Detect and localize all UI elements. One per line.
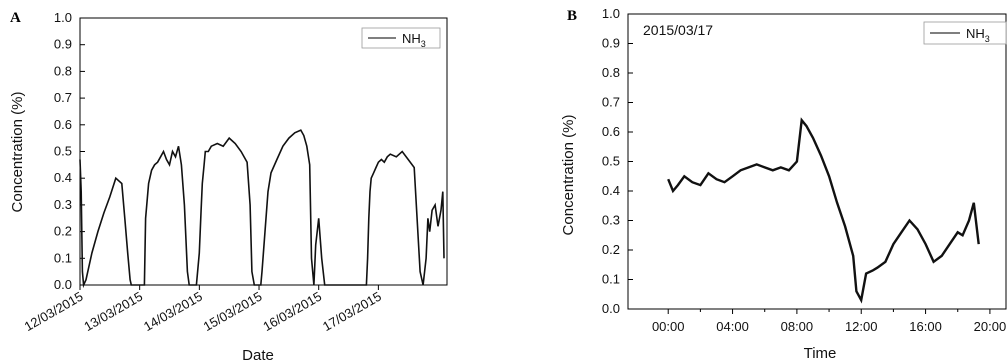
panel-b-y-axis-title: Concentration (%) <box>560 115 577 236</box>
y-tick-label: 0.5 <box>54 144 72 159</box>
panel-a-label: A <box>10 10 21 26</box>
chart-panel-b: B 0.0 0.1 0.2 0.3 0.4 0.5 0.6 0.7 0.8 0.9 1.0 00:0… <box>560 6 1007 362</box>
panel-a-y-ticks: 0.0 0.1 0.2 0.3 0.4 0.5 0.6 0.7 0.8 0.9 1.0 <box>54 10 85 292</box>
x-tick-label: 08:00 <box>781 319 814 334</box>
panel-a-legend-box <box>361 27 441 49</box>
panel-a-legend: NH3 <box>361 27 441 49</box>
y-tick-label: 0.9 <box>54 37 72 52</box>
x-tick-label: 20:00 <box>974 319 1007 334</box>
x-tick-label: 04:00 <box>716 319 749 334</box>
panel-b-plot-frame <box>627 13 1007 310</box>
panel-b-y-ticks: 0.0 0.1 0.2 0.3 0.4 0.5 0.6 0.7 0.8 0.9 1.0 <box>602 6 633 316</box>
panel-b-legend-box <box>923 21 1007 45</box>
panel-a-x-axis-title: Date <box>242 347 274 364</box>
panel-a-legend-label: NH3 <box>402 31 426 49</box>
panel-b-x-axis-title: Time <box>804 345 837 362</box>
y-tick-label: 0.8 <box>54 63 72 78</box>
y-tick-label: 0.3 <box>602 213 620 228</box>
y-tick-label: 0.0 <box>602 301 620 316</box>
y-tick-label: 0.9 <box>602 36 620 51</box>
y-tick-label: 0.6 <box>54 117 72 132</box>
y-tick-label: 0.4 <box>602 183 620 198</box>
panel-b-legend-label: NH3 <box>966 26 990 44</box>
y-tick-label: 0.7 <box>54 90 72 105</box>
y-tick-label: 1.0 <box>54 10 72 25</box>
panel-a-y-axis-title: Concentration (%) <box>9 92 26 213</box>
x-tick-label: 17/03/2015 <box>320 289 384 335</box>
y-tick-label: 0.4 <box>54 170 72 185</box>
y-tick-label: 0.5 <box>602 154 620 169</box>
panel-a-x-ticks: 12/03/201513/03/201514/03/201515/03/2015… <box>22 285 384 334</box>
x-tick-label: 00:00 <box>652 319 685 334</box>
x-tick-label: 13/03/2015 <box>81 289 145 335</box>
panel-b-label: B <box>567 8 577 24</box>
x-tick-label: 14/03/2015 <box>141 289 205 335</box>
y-tick-label: 0.6 <box>602 124 620 139</box>
chart-panel-a: A 0.0 0.1 0.2 0.3 0.4 0.5 0.6 0.7 0.8 0.9 1.0 12/0… <box>9 10 448 364</box>
y-tick-label: 0.1 <box>54 250 72 265</box>
x-tick-label: 12/03/2015 <box>22 289 86 335</box>
panel-b-date-annotation: 2015/03/17 <box>643 22 713 38</box>
x-tick-label: 15/03/2015 <box>201 289 265 335</box>
y-tick-label: 0.8 <box>602 65 620 80</box>
y-tick-label: 1.0 <box>602 6 620 21</box>
x-tick-label: 16:00 <box>909 319 942 334</box>
panel-b-nh3-series-line <box>667 117 980 304</box>
y-tick-label: 0.7 <box>602 95 620 110</box>
x-tick-label: 16/03/2015 <box>260 289 324 335</box>
y-tick-label: 0.2 <box>54 224 72 239</box>
panel-a-nh3-series-line <box>79 129 445 289</box>
y-tick-label: 0.2 <box>602 242 620 257</box>
x-tick-label: 12:00 <box>845 319 878 334</box>
panel-b-x-ticks: 00:00 04:00 08:00 12:00 16:00 20:00 <box>652 309 1006 334</box>
panel-b-legend: NH3 <box>923 21 1007 45</box>
y-tick-label: 0.0 <box>54 277 72 292</box>
y-tick-label: 0.3 <box>54 197 72 212</box>
y-tick-label: 0.1 <box>602 272 620 287</box>
